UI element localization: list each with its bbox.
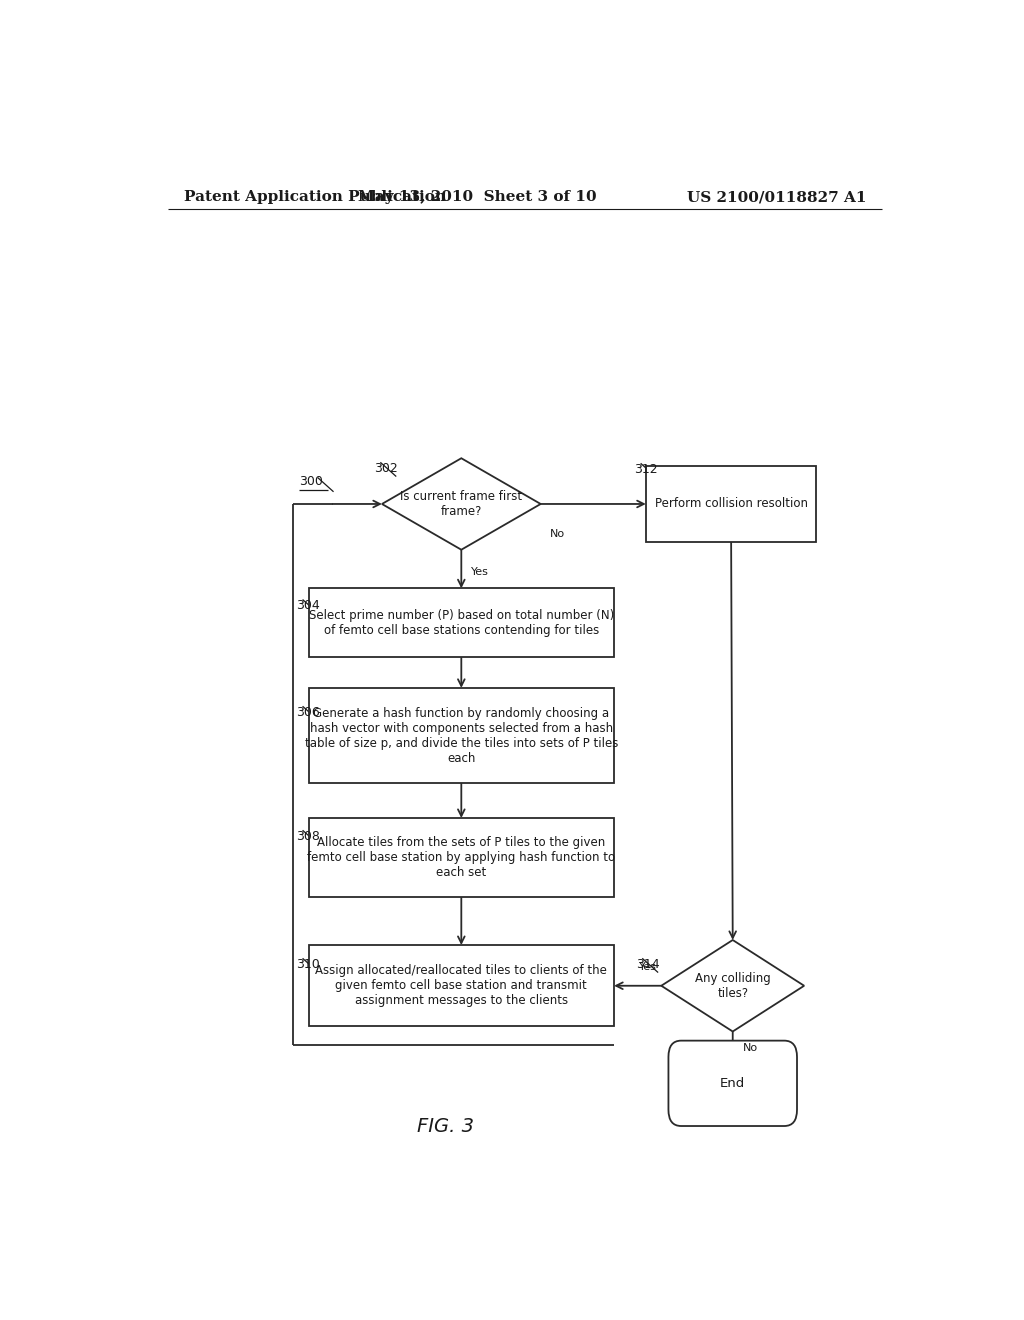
Text: Allocate tiles from the sets of P tiles to the given
femto cell base station by : Allocate tiles from the sets of P tiles …	[307, 836, 615, 879]
Text: Assign allocated/reallocated tiles to clients of the
given femto cell base stati: Assign allocated/reallocated tiles to cl…	[315, 964, 607, 1007]
Text: Is current frame first
frame?: Is current frame first frame?	[400, 490, 522, 517]
Text: End: End	[720, 1077, 745, 1090]
Text: US 2100/0118827 A1: US 2100/0118827 A1	[686, 190, 866, 205]
Polygon shape	[382, 458, 541, 549]
Text: Perform collision resoltion: Perform collision resoltion	[654, 498, 808, 511]
Text: 300: 300	[299, 475, 323, 488]
Text: No: No	[550, 529, 565, 540]
Text: Select prime number (P) based on total number (N)
of femto cell base stations co: Select prime number (P) based on total n…	[308, 609, 614, 636]
Text: Generate a hash function by randomly choosing a
hash vector with components sele: Generate a hash function by randomly cho…	[304, 706, 618, 764]
Text: Patent Application Publication: Patent Application Publication	[183, 190, 445, 205]
Text: FIG. 3: FIG. 3	[417, 1117, 474, 1135]
FancyBboxPatch shape	[308, 589, 614, 657]
FancyBboxPatch shape	[646, 466, 816, 543]
FancyBboxPatch shape	[308, 688, 614, 784]
FancyBboxPatch shape	[669, 1040, 797, 1126]
Text: May 13, 2010  Sheet 3 of 10: May 13, 2010 Sheet 3 of 10	[357, 190, 597, 205]
Text: Any colliding
tiles?: Any colliding tiles?	[695, 972, 771, 999]
Text: 312: 312	[634, 463, 658, 477]
Text: 306: 306	[296, 706, 319, 719]
Text: 302: 302	[374, 462, 397, 475]
Text: Yes: Yes	[471, 568, 488, 577]
Text: 308: 308	[296, 830, 321, 843]
Text: Yes: Yes	[639, 962, 656, 973]
Text: 310: 310	[296, 958, 319, 972]
Text: No: No	[743, 1043, 758, 1053]
FancyBboxPatch shape	[308, 818, 614, 898]
Polygon shape	[662, 940, 804, 1031]
FancyBboxPatch shape	[308, 945, 614, 1027]
Text: 314: 314	[636, 958, 659, 972]
Text: 304: 304	[296, 599, 319, 612]
